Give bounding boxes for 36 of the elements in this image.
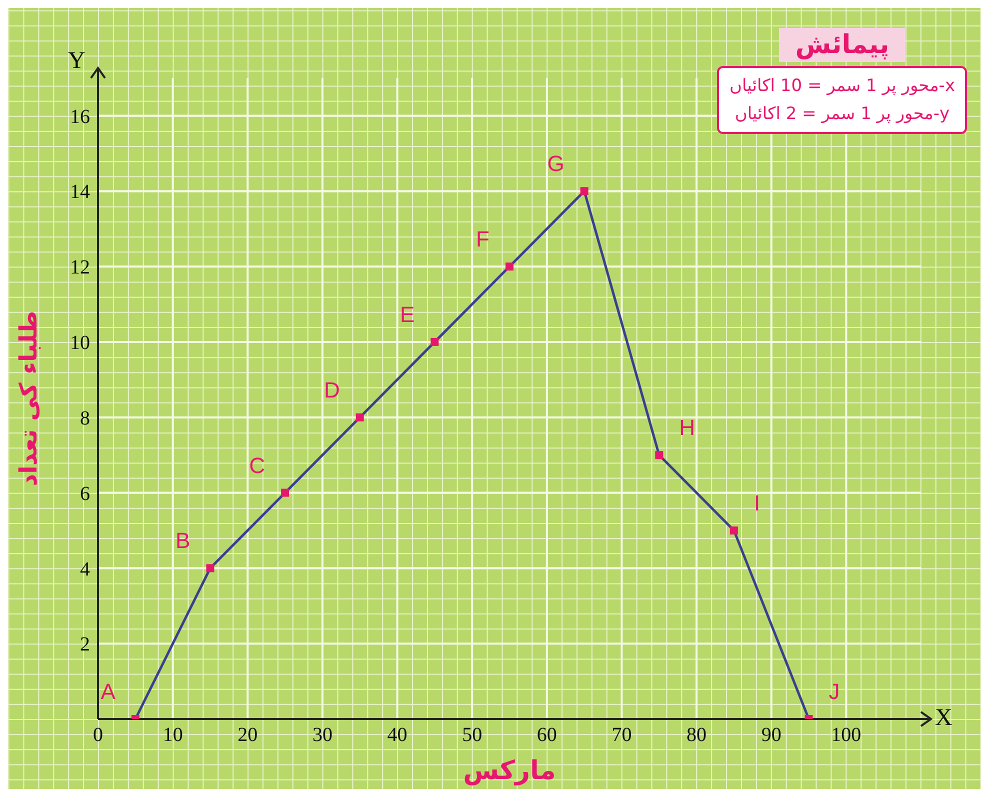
x-tick-label: 40	[387, 724, 408, 746]
y-tick-label: 2	[80, 634, 90, 656]
text: پیمائش	[779, 28, 906, 62]
x-tick-label: 100	[831, 724, 862, 746]
text: X	[935, 705, 952, 732]
y-tick-label: 6	[80, 482, 90, 505]
annotation: E	[400, 302, 415, 327]
annotation: x-محور پر 1 سمر = 10 اکائیاں	[729, 75, 955, 98]
annotation: B	[176, 528, 190, 554]
y-tick-label: 8	[80, 407, 90, 430]
x-tick-label: 20	[238, 724, 258, 746]
y-tick-label: 4	[80, 558, 90, 580]
y-tick-label: 12	[70, 256, 90, 279]
x-tick-label: 80	[686, 724, 707, 746]
annotation: F	[476, 226, 490, 252]
x-tick-label: 30	[312, 724, 332, 746]
y-tick-label: 10	[70, 332, 90, 354]
y-tick-label: 14	[70, 181, 90, 204]
x-tick-label: 70	[612, 724, 632, 746]
x-axis-title: مارکس	[463, 756, 556, 786]
annotation: H	[679, 415, 696, 440]
annotation: A	[100, 679, 116, 704]
x-tick-label: 0	[93, 724, 103, 746]
x-tick-label: 90	[761, 724, 782, 746]
annotation: D	[324, 377, 340, 402]
annotation: G	[547, 151, 564, 176]
text: Y	[68, 48, 86, 75]
x-tick-label: 10	[162, 724, 183, 746]
annotation: J	[828, 679, 840, 704]
annotation: I	[754, 490, 760, 516]
y-axis-title: طلباء کی تعداد	[14, 310, 43, 486]
annotation: y-محور پر 1 سمر = 2 اکائیاں	[734, 103, 951, 126]
y-tick-label: 16	[70, 106, 90, 128]
x-tick-label: 60	[536, 724, 557, 746]
x-tick-label: 50	[462, 724, 482, 746]
annotation: C	[249, 452, 266, 478]
